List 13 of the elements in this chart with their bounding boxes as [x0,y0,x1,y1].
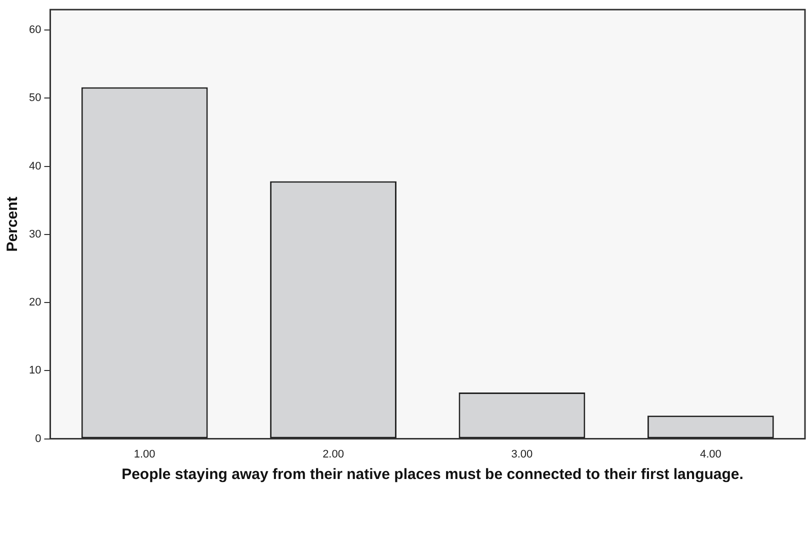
y-tick-label: 40 [28,160,42,172]
y-tick-label: 20 [28,296,42,309]
x-axis-title: People staying away from their native places must be connected to their first language. [120,466,744,483]
y-tick-label: 0 [35,432,42,445]
x-tick-label: 4.00 [700,448,722,460]
y-tick-label: 30 [28,228,42,240]
x-tick-label: 1.00 [134,448,156,460]
y-axis-title: Percent [4,196,22,252]
y-tick-label: 60 [28,24,42,36]
y-tick-label: 50 [28,92,42,104]
x-tick-label: 2.00 [322,448,344,460]
y-tick-label: 10 [28,364,42,377]
x-tick-label: 3.00 [511,448,533,460]
